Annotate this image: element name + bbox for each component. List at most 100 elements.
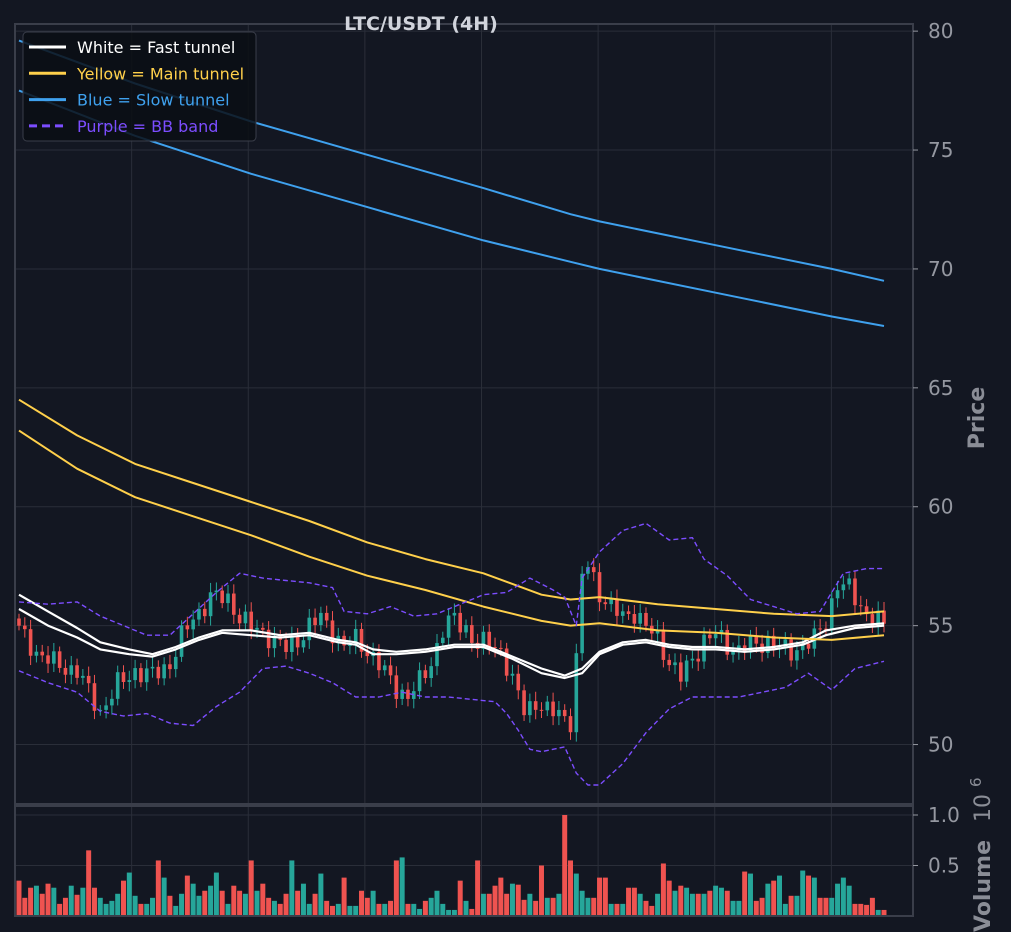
candle-body <box>34 651 39 656</box>
volume-bar <box>434 890 440 916</box>
candle-body <box>319 612 323 626</box>
candle-body <box>661 629 666 660</box>
volume-bar <box>840 877 846 916</box>
price-tick-label: 80 <box>928 19 953 43</box>
candle-body <box>365 651 370 657</box>
volume-bar <box>300 883 306 916</box>
candle-body <box>307 617 312 641</box>
candle-body <box>139 668 143 683</box>
volume-bar <box>492 885 498 916</box>
candle-body <box>185 625 190 630</box>
candle-body <box>400 689 404 699</box>
volume-bar <box>62 897 68 916</box>
candle-body <box>458 612 463 633</box>
volume-bar <box>428 897 434 916</box>
volume-bar <box>718 887 724 916</box>
volume-bar <box>538 865 544 916</box>
candle-body <box>539 709 544 711</box>
candle-body <box>824 628 828 630</box>
candle-body <box>156 666 161 679</box>
legend-box <box>22 31 257 142</box>
volume-bar <box>846 885 852 916</box>
volume-scale-exponent: 6 <box>967 777 985 787</box>
candle-body <box>464 625 468 633</box>
volume-scale-label: 10 6 <box>967 777 996 822</box>
candle-body <box>353 628 358 646</box>
volume-bar <box>655 893 661 916</box>
volume-bar <box>823 897 829 916</box>
candle-body <box>795 650 799 661</box>
volume-bar <box>225 903 231 916</box>
volume-bar <box>858 903 864 916</box>
volume-panel-frame <box>14 805 914 917</box>
volume-bar <box>521 899 527 916</box>
volume-bar <box>457 880 463 916</box>
volume-bar <box>202 890 208 916</box>
series-line <box>18 89 885 327</box>
volume-bar <box>591 897 597 916</box>
price-tick-label: 50 <box>928 733 953 757</box>
volume-bar <box>341 877 347 916</box>
series-line <box>18 660 885 786</box>
candle-body <box>551 701 555 717</box>
volume-bar <box>835 883 841 916</box>
legend-item-label: Blue = Slow tunnel <box>77 91 230 110</box>
candle-body <box>17 618 21 626</box>
volume-bar <box>184 875 190 916</box>
volume-bar <box>515 884 521 916</box>
candle-body <box>789 639 793 661</box>
candle-body <box>69 665 74 675</box>
candle-body <box>771 635 776 649</box>
candle-body <box>440 637 445 644</box>
volume-tick-label: 1.0 <box>928 803 960 827</box>
volume-bar <box>237 890 243 916</box>
candle-body <box>406 689 410 699</box>
volume-bar <box>626 887 632 916</box>
volume-bar <box>364 897 370 916</box>
volume-bar <box>312 893 318 916</box>
candle-body <box>290 636 294 653</box>
candle-body <box>243 611 248 624</box>
volume-bar <box>376 903 382 916</box>
candle-body <box>748 636 753 653</box>
volume-bar <box>422 900 428 916</box>
candle-body <box>545 701 550 711</box>
candle-body <box>382 665 387 671</box>
legend: White = Fast tunnel Yellow = Main tunnel B… <box>22 31 257 142</box>
volume-bar <box>213 872 219 916</box>
candle-body <box>655 629 660 634</box>
price-tick-label: 70 <box>928 257 953 281</box>
volume-bar <box>155 860 161 916</box>
volume-bar <box>602 877 608 916</box>
volume-bar <box>277 903 283 916</box>
volume-bar <box>231 885 237 916</box>
volume-bar <box>788 895 794 916</box>
volume-bar <box>777 875 782 916</box>
volume-bar <box>475 860 481 916</box>
candle-body <box>667 659 672 666</box>
candle-body <box>301 640 306 648</box>
volume-bar <box>747 873 753 916</box>
candle-body <box>394 675 399 699</box>
volume-bar <box>45 883 51 916</box>
volume-bar <box>103 903 109 916</box>
candle-body <box>359 628 364 652</box>
volume-bar <box>800 870 806 916</box>
volume-bar <box>271 900 277 916</box>
candle-body <box>173 656 178 670</box>
candle-body <box>870 614 875 627</box>
candle-body <box>684 660 689 682</box>
candle-body <box>226 593 230 604</box>
candle-body <box>766 635 770 653</box>
volume-bar <box>109 900 115 916</box>
volume-bar <box>771 880 777 916</box>
volume-bar <box>660 863 666 916</box>
candle-body <box>127 680 132 682</box>
candle-body <box>28 629 33 656</box>
candle-body <box>522 690 526 716</box>
series-line <box>18 522 884 636</box>
volume-bar <box>509 883 515 916</box>
candle-body <box>574 653 579 733</box>
volume-bar <box>347 905 353 916</box>
